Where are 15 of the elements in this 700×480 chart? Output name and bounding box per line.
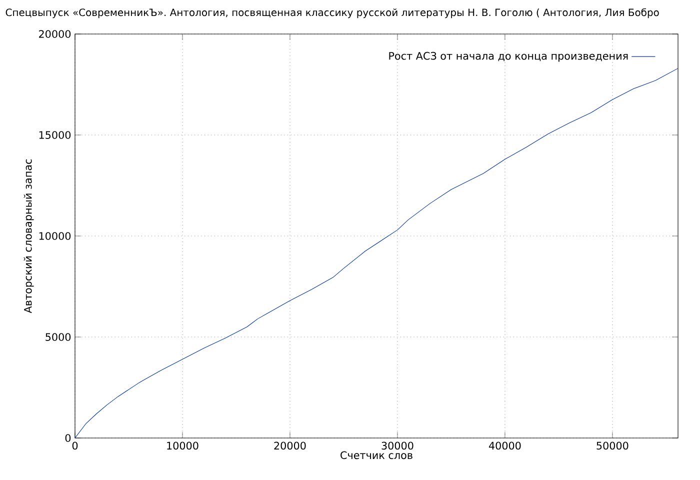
chart-title: Спецвыпуск «СовременникЪ». Антология, посвященная классику русской литературы Н. В. Гоголю ( Антология, Лия Бобро xyxy=(6,8,659,18)
y-tick-label: 20000 xyxy=(39,30,71,38)
x-tick-label: 50000 xyxy=(596,442,628,450)
x-tick-label: 40000 xyxy=(488,442,521,450)
x-tick-label: 0 xyxy=(72,442,78,450)
x-tick-label: 10000 xyxy=(167,442,198,450)
y-tick-label: 10000 xyxy=(39,232,71,240)
x-tick-label: 20000 xyxy=(274,442,306,450)
legend-label: Рост АСЗ от начала до конца произведения xyxy=(389,52,628,62)
y-tick-label: 5000 xyxy=(46,333,71,341)
y-tick-label: 0 xyxy=(65,434,71,442)
y-axis-title: Авторский словарный запас xyxy=(24,159,34,314)
y-tick-label: 15000 xyxy=(39,131,71,139)
x-axis-title: Счетчик слов xyxy=(340,451,412,460)
x-tick-label: 30000 xyxy=(382,442,414,450)
